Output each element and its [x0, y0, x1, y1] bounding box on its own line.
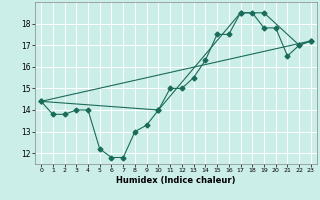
X-axis label: Humidex (Indice chaleur): Humidex (Indice chaleur) [116, 176, 236, 185]
